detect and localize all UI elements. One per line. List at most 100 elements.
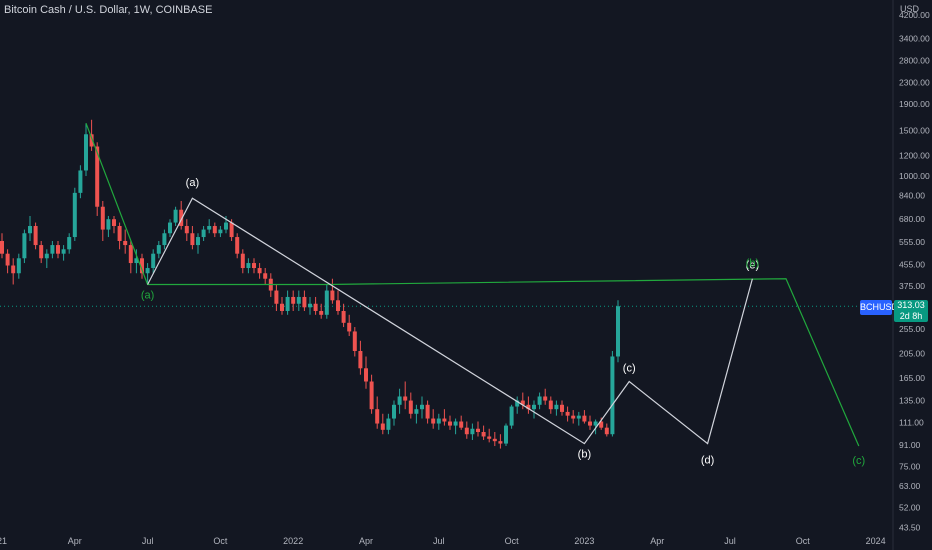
candle-body [302,296,307,308]
candle-body [464,427,469,435]
y-tick-label: 3400.00 [899,34,930,44]
y-tick-label: 205.00 [899,349,925,359]
x-tick-label: 21 [0,536,7,546]
candle-body [543,396,548,401]
x-tick-label: Jul [724,536,736,546]
y-tick-label: 111.00 [899,418,924,428]
current-price: 313.03 [897,300,925,310]
candle-body [156,245,161,254]
candle-body [504,425,508,444]
candle-body [296,296,301,304]
candle-body [240,253,245,269]
x-tick-label: Oct [796,536,811,546]
candle-body [414,409,419,414]
y-tick-label: 52.00 [899,503,921,513]
y-tick-label: 135.00 [899,396,925,406]
x-tick-label: Apr [68,536,82,546]
y-tick-label: 4200.00 [899,10,930,20]
candle-body [173,209,178,223]
candle-body [162,233,167,246]
wave-annotations: (a)(a)(b)(c)(d)(e)(b)(c) [141,177,865,467]
candle-body [364,368,368,382]
candle-body [431,418,436,424]
candle-body [184,226,189,234]
wave-primary-line [85,123,860,447]
candle-body [347,322,352,332]
candle-body [369,381,374,410]
candle-body [39,245,44,259]
wave-label-c_white: (c) [623,363,636,375]
candles [0,119,620,449]
y-tick-label: 63.00 [899,481,921,491]
candle-body [599,421,604,428]
candle-body [246,263,251,269]
candle-body [520,400,525,405]
candle-body [0,240,4,254]
candle-body [44,253,49,259]
y-tick-label: 2300.00 [899,78,930,88]
wave-label-e_white: (e) [746,260,759,272]
candle-body [123,240,128,246]
candle-body [532,404,536,410]
candle-body [537,396,542,405]
candle-body [442,418,447,422]
candle-body [593,421,598,426]
y-tick-label: 75.00 [899,461,921,471]
candle-body [453,421,458,426]
candle-body [386,418,391,430]
candle-body [308,303,312,308]
candle-body [28,226,32,234]
candle-body [448,421,452,426]
candle-body [470,428,475,435]
candle-body [67,237,72,250]
candle-body [257,268,262,274]
candle-body [22,233,27,259]
wave-label-a_green: (a) [141,289,154,301]
candle-body [78,170,83,193]
candle-body [106,219,111,230]
candle-body [459,421,464,428]
candle-body [11,265,16,274]
y-tick-label: 165.00 [899,373,925,383]
candle-body [420,404,424,410]
candle-body [229,222,234,238]
y-tick-label: 375.00 [899,281,925,291]
candle-body [588,421,592,426]
candle-body [425,404,430,419]
candle-body [336,300,340,311]
candle-body [436,418,441,424]
y-tick-label: 680.00 [899,214,925,224]
candle-body [16,258,21,274]
wave-label-a_white: (a) [186,177,199,189]
candle-body [112,219,116,227]
candle-body [285,296,290,311]
candle-body [274,290,279,304]
x-axis-labels: 21 Apr Jul Oct 2022 Apr Jul Oct 2023 Apr Jul Oct 202… [0,536,886,546]
wave-label-c_green: (c) [852,455,865,467]
candle-body [352,331,357,352]
candle-body [408,400,413,414]
candle-body [207,226,212,230]
x-tick-label: 2023 [574,536,594,546]
candle-body [576,415,581,419]
candle-body [212,226,217,234]
candle-body [392,404,396,419]
candle-body [252,263,256,269]
candle-body [263,273,268,279]
candle-body [235,237,240,254]
y-tick-label: 1900.00 [899,99,930,109]
wave-secondary-line [147,197,753,445]
y-tick-label: 455.00 [899,259,925,269]
candle-body [330,290,335,301]
candle-body [145,268,150,274]
candle-body [515,400,520,407]
candle-body [280,303,284,311]
x-tick-label: Apr [359,536,373,546]
candle-body [548,400,553,410]
candle-body [224,222,228,230]
candle-body [84,134,88,171]
candle-body [140,258,144,274]
axis-panel [893,0,932,550]
